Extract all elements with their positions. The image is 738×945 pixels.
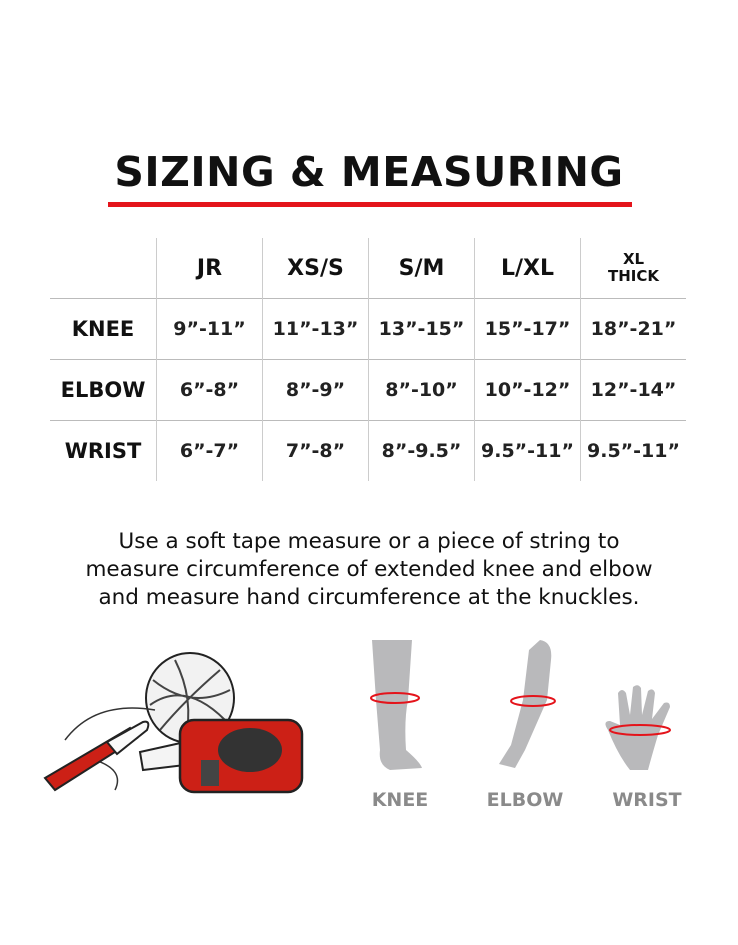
elbow-figure: [499, 640, 556, 768]
knee-figure: [370, 640, 422, 770]
column-header: XL THICK: [580, 238, 686, 299]
table-row: ELBOW 6”-8” 8”-9” 8”-10” 10”-12” 12”-14”: [50, 359, 686, 421]
instruction-line: Use a soft tape measure or a piece of st…: [118, 529, 620, 554]
table-cell: 9.5”-11”: [580, 420, 686, 481]
wrist-figure: [605, 685, 671, 770]
table-cell: 11”-13”: [262, 298, 369, 360]
page-title: SIZING & MEASURING: [114, 148, 624, 196]
table-cell: 6”-8”: [156, 359, 263, 421]
measuring-tools-illustration: [43, 652, 304, 794]
table-cell: 9.5”-11”: [474, 420, 581, 481]
marker-icon: [43, 720, 150, 792]
column-header: XS/S: [262, 238, 369, 299]
row-header: WRIST: [50, 420, 157, 481]
table-cell: 7”-8”: [262, 420, 369, 481]
row-header: ELBOW: [50, 359, 157, 421]
table-cell: 6”-7”: [156, 420, 263, 481]
table-header-row: JR XS/S S/M L/XL XL THICK: [50, 238, 686, 299]
instruction-line: and measure hand circumference at the kn…: [98, 585, 640, 610]
measure-loop-icon: [370, 692, 420, 704]
measuring-instructions: Use a soft tape measure or a piece of st…: [20, 528, 718, 612]
title-underline: [108, 202, 632, 207]
column-header-line: XL: [622, 250, 645, 268]
row-header: KNEE: [50, 298, 157, 360]
column-header-line: THICK: [608, 267, 659, 285]
table-cell: 15”-17”: [474, 298, 581, 360]
table-cell: 18”-21”: [580, 298, 686, 360]
table-cell: 8”-10”: [368, 359, 475, 421]
column-header: JR: [156, 238, 263, 299]
table-cell: 10”-12”: [474, 359, 581, 421]
table-cell: 12”-14”: [580, 359, 686, 421]
measure-loop-icon: [609, 724, 671, 736]
table-cell: 13”-15”: [368, 298, 475, 360]
table-row: WRIST 6”-7” 7”-8” 8”-9.5” 9.5”-11” 9.5”-…: [50, 420, 686, 481]
instruction-line: measure circumference of extended knee a…: [85, 557, 653, 582]
table-row: KNEE 9”-11” 11”-13” 13”-15” 15”-17” 18”-…: [50, 298, 686, 360]
size-table: JR XS/S S/M L/XL XL THICK KNEE 9”-11” 11”…: [50, 238, 686, 481]
column-header: L/XL: [474, 238, 581, 299]
table-cell: 9”-11”: [156, 298, 263, 360]
measure-loop-icon: [510, 695, 556, 707]
figure-label-wrist: WRIST: [612, 789, 682, 811]
table-cell: 8”-9”: [262, 359, 369, 421]
tape-measure-icon: [138, 718, 304, 794]
figure-label-elbow: ELBOW: [486, 789, 564, 811]
table-cell: 8”-9.5”: [368, 420, 475, 481]
column-header: S/M: [368, 238, 475, 299]
figure-label-knee: KNEE: [371, 789, 429, 811]
corner-cell: [50, 238, 157, 299]
